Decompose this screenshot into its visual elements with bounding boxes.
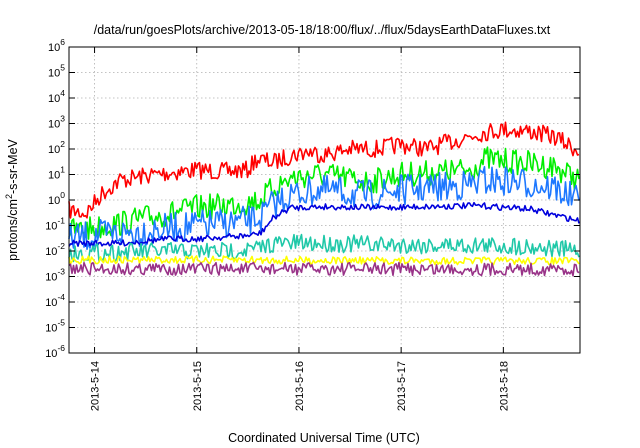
series-line-3 <box>68 166 580 250</box>
y-tick-label: 10-4 <box>45 292 65 309</box>
x-tick-label: 2013-5-14 <box>90 361 102 411</box>
y-tick-label: 10-6 <box>45 343 65 360</box>
y-tick-label: 10-1 <box>45 216 65 233</box>
ticks: 10-6 10-5 10-4 10-3 10-2 10-1 100 101 102 103 104 1… <box>45 37 580 411</box>
y-tick-label: 10-3 <box>45 267 65 284</box>
y-tick-label: 104 <box>48 88 65 105</box>
x-axis-label: Coordinated Universal Time (UTC) <box>228 431 420 445</box>
series-line-1 <box>68 121 580 219</box>
grid <box>69 47 580 353</box>
series-line-7 <box>68 261 580 277</box>
x-tick-label: 2013-5-17 <box>396 361 408 411</box>
y-tick-label: 100 <box>48 190 65 207</box>
chart-title: /data/run/goesPlots/archive/2013-05-18/1… <box>94 23 551 37</box>
series-line-5 <box>68 233 580 263</box>
y-tick-label: 102 <box>48 139 65 156</box>
y-tick-label: 101 <box>48 165 65 182</box>
x-tick-label: 2013-5-16 <box>294 361 306 411</box>
y-tick-label: 10-5 <box>45 318 65 335</box>
series-line-4 <box>68 201 580 248</box>
y-tick-label: 103 <box>48 114 65 131</box>
y-tick-label: 106 <box>48 37 65 54</box>
x-tick-label: 2013-5-15 <box>192 361 204 411</box>
series-layer <box>68 121 580 277</box>
y-axis-label: protons/cm2-s-sr-MeV <box>4 138 20 260</box>
y-tick-label: 105 <box>48 63 65 80</box>
x-tick-label: 2013-5-18 <box>498 361 510 411</box>
y-tick-label: 10-2 <box>45 241 65 258</box>
series-line-6 <box>68 255 580 266</box>
